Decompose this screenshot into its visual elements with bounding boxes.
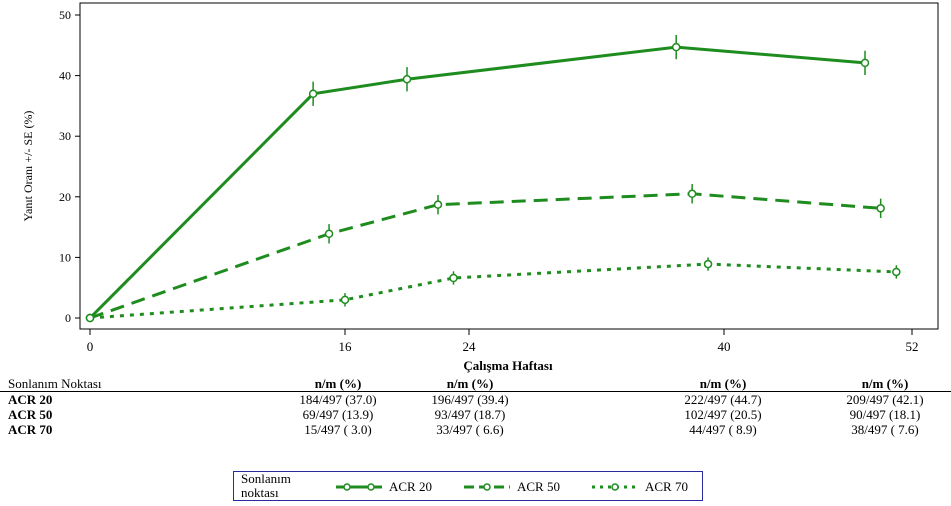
row-label: ACR 70 <box>8 422 53 437</box>
data-point <box>449 273 458 283</box>
row-label: ACR 50 <box>8 407 53 422</box>
y-axis: 0 10 20 30 40 50 <box>59 8 80 325</box>
col-header: n/m (%) <box>314 376 362 391</box>
y-axis-label: Yanıt Oranı +/- SE (%) <box>21 111 35 222</box>
legend-label: ACR 20 <box>389 479 432 494</box>
series-line-acr70 <box>89 262 897 320</box>
y-tick-label: 10 <box>59 250 71 264</box>
table-cell: 90/497 (18.1) <box>849 407 921 422</box>
table-row: ACR 20 184/497 (37.0) 196/497 (39.4) 222… <box>0 392 951 407</box>
y-tick-label: 0 <box>65 311 71 325</box>
table-row: ACR 70 15/497 ( 3.0) 33/497 ( 6.6) 44/49… <box>0 422 951 437</box>
data-point <box>892 267 901 277</box>
x-tick-label: 52 <box>906 339 919 354</box>
chart-legend: Sonlanım noktası ACR 20 ACR 50 ACR 70 <box>233 471 703 501</box>
col-header: n/m (%) <box>446 376 494 391</box>
series-layer <box>85 34 901 323</box>
legend-swatch-dashed <box>464 483 510 491</box>
chart-canvas: 0 10 20 30 40 50 0 16 24 40 52 Yanıt Oranı +/- SE… <box>21 2 939 373</box>
legend-label: ACR 50 <box>517 479 560 494</box>
table-cell: 196/497 (39.4) <box>431 392 509 407</box>
x-axis-label: Çalışma Haftası <box>463 358 553 373</box>
series-line-acr50 <box>89 192 881 320</box>
data-point <box>402 74 412 84</box>
y-tick-label: 20 <box>59 190 71 204</box>
table-cell: 38/497 ( 7.6) <box>851 422 919 437</box>
legend-label: ACR 70 <box>645 479 688 494</box>
data-point <box>308 89 318 99</box>
legend-title: Sonlanım noktası <box>241 471 291 500</box>
legend-swatch-dotted <box>592 483 638 491</box>
data-point <box>340 295 350 305</box>
data-point <box>85 313 95 323</box>
data-point <box>433 200 443 209</box>
x-tick-label: 16 <box>339 339 353 354</box>
table-cell: 209/497 (42.1) <box>846 392 924 407</box>
table-cell: 184/497 (37.0) <box>299 392 377 407</box>
col-header: n/m (%) <box>699 376 747 391</box>
y-tick-label: 40 <box>59 69 71 83</box>
plot-frame <box>79 2 939 330</box>
col-header: n/m (%) <box>861 376 909 391</box>
y-tick-label: 50 <box>59 8 71 22</box>
data-point <box>703 259 713 269</box>
table-cell: 222/497 (44.7) <box>684 392 762 407</box>
table-cell: 15/497 ( 3.0) <box>304 422 372 437</box>
x-tick-label: 40 <box>718 339 731 354</box>
table-cell: 44/497 ( 8.9) <box>689 422 757 437</box>
row-label: ACR 20 <box>8 392 53 407</box>
legend-swatch-solid <box>336 483 382 491</box>
table-row: ACR 50 69/497 (13.9) 93/497 (18.7) 102/4… <box>0 407 951 422</box>
y-tick-label: 30 <box>59 129 71 143</box>
x-axis: 0 16 24 40 52 <box>87 329 919 354</box>
x-tick-label: 0 <box>87 339 94 354</box>
data-table: Sonlanım Noktası n/m (%) n/m (%) n/m (%)… <box>0 376 951 437</box>
table-cell: 33/497 ( 6.6) <box>436 422 504 437</box>
data-point <box>860 58 870 68</box>
table-header: Sonlanım Noktası n/m (%) n/m (%) n/m (%)… <box>0 376 951 392</box>
table-cell: 69/497 (13.9) <box>302 407 374 422</box>
data-point <box>324 229 334 239</box>
data-point <box>876 204 885 213</box>
x-tick-label: 24 <box>463 339 477 354</box>
data-point <box>671 42 681 52</box>
data-point <box>687 189 697 199</box>
table-header-label: Sonlanım Noktası <box>8 376 102 391</box>
table-cell: 93/497 (18.7) <box>434 407 506 422</box>
table-cell: 102/497 (20.5) <box>684 407 762 422</box>
